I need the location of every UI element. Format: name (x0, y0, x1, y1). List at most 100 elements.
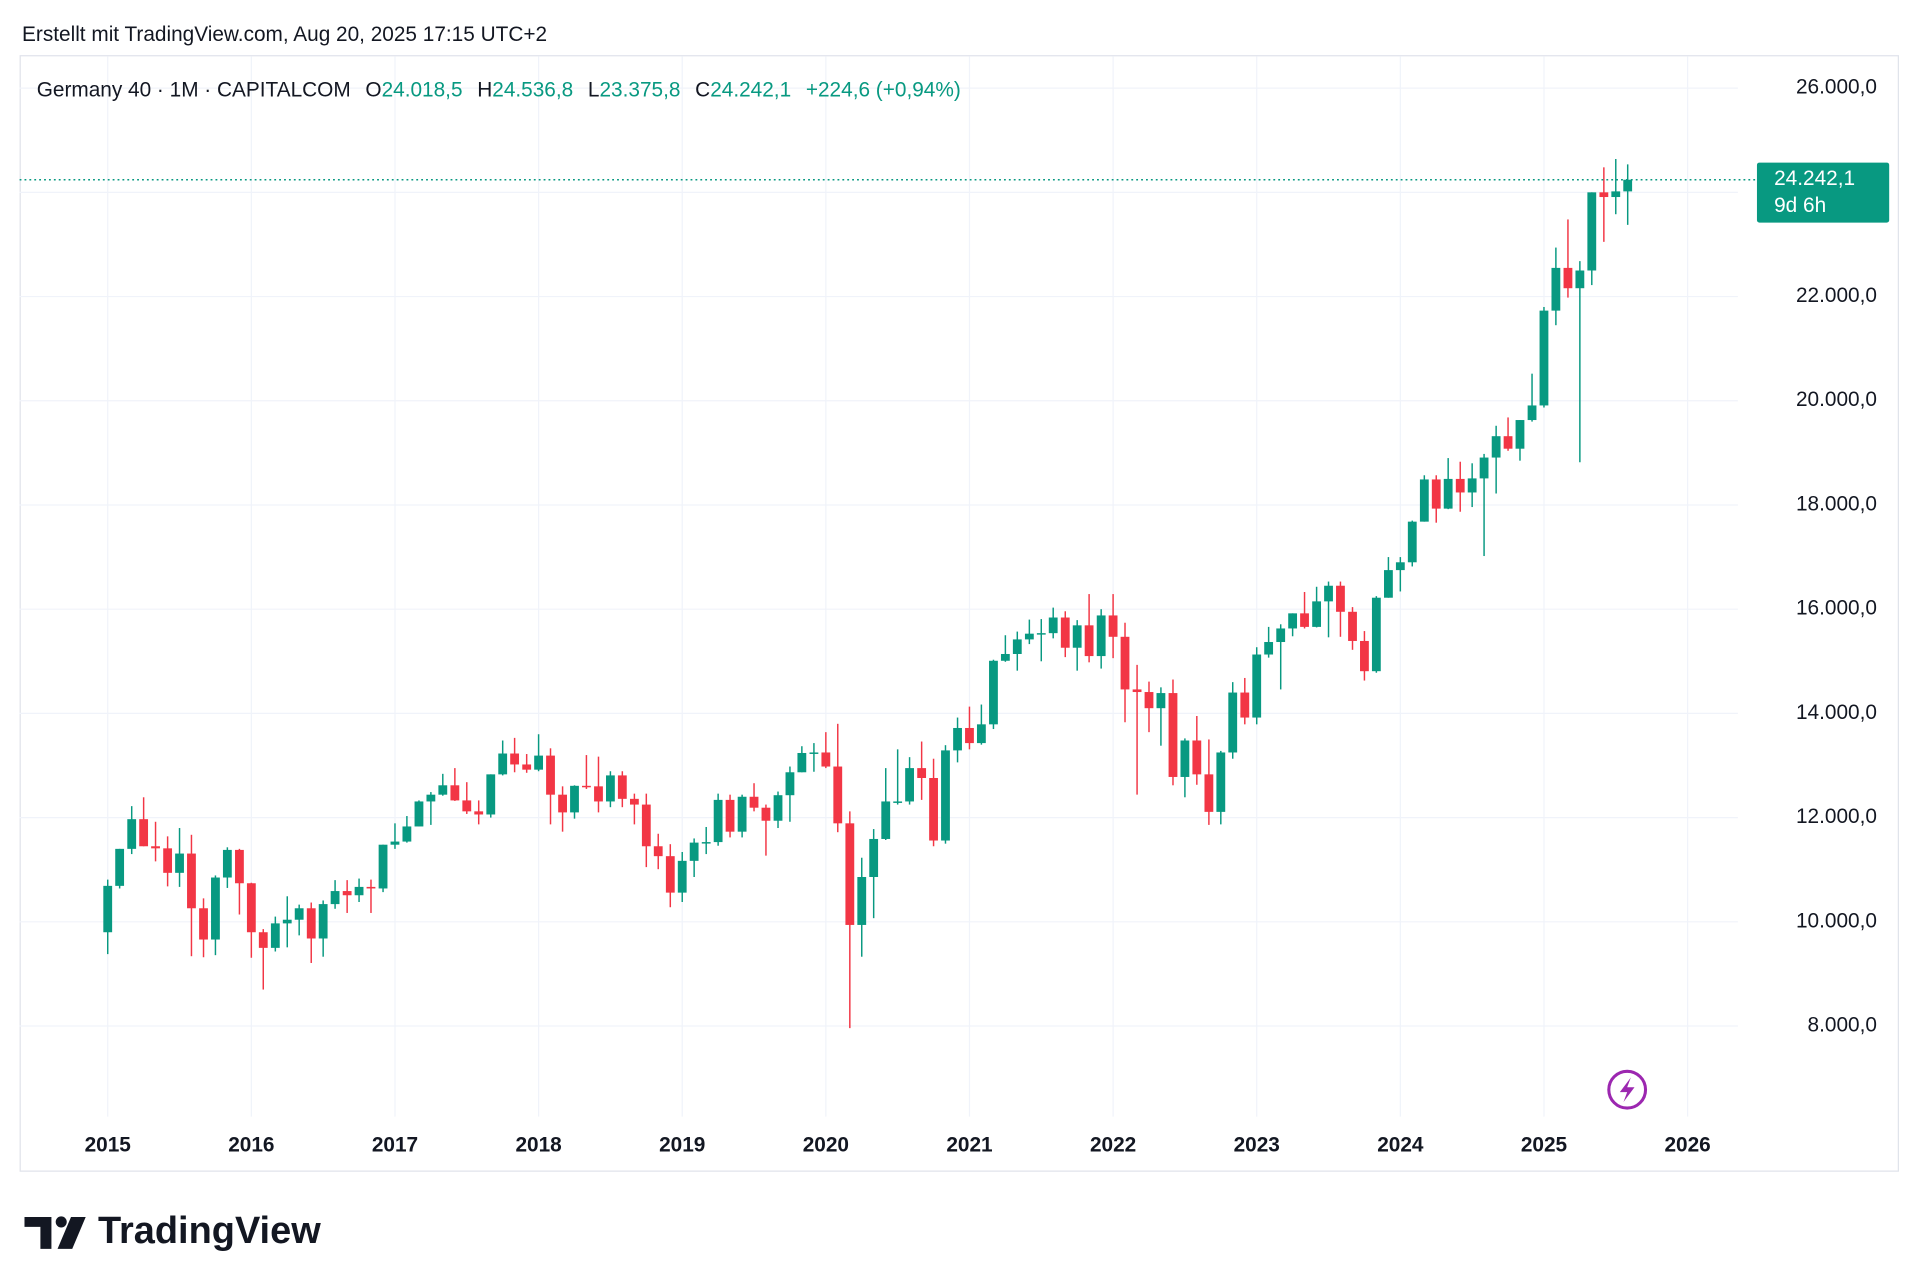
candle-body (1024, 633, 1034, 640)
candle-body (976, 724, 986, 744)
candle-body (1443, 478, 1453, 509)
y-tick-label: 8.000,0 (1808, 1014, 1877, 1037)
y-tick-label: 12.000,0 (1796, 805, 1877, 828)
candle-body (1060, 617, 1070, 648)
x-tick-label: 2023 (1234, 1134, 1280, 1157)
x-tick-label: 2022 (1090, 1134, 1136, 1157)
candle-body (522, 764, 532, 770)
legend-symbol: Germany 40 · 1M · CAPITALCOM (37, 78, 351, 101)
legend-value: 23.375,8 (599, 78, 680, 101)
candle-body (510, 753, 520, 765)
candle-body (665, 856, 675, 893)
candle-body (929, 778, 938, 841)
candle-body (1132, 689, 1142, 693)
candle-body (1216, 752, 1226, 812)
candle-body (390, 841, 400, 845)
candle-body (821, 752, 831, 767)
candle-body (713, 799, 723, 843)
logo-mark (55, 1216, 67, 1228)
candle-body (1431, 479, 1441, 509)
created-caption: Erstellt mit TradingView.com, Aug 20, 20… (22, 23, 547, 46)
candle-body (438, 785, 448, 795)
legend-key: L (588, 78, 600, 101)
candle-body (857, 877, 867, 925)
candle-body (151, 846, 160, 849)
x-tick-label: 2018 (515, 1134, 561, 1157)
candle-body (270, 923, 280, 948)
candle-body (1000, 653, 1010, 661)
candle-body (689, 842, 699, 861)
grid-layer: 8.000,0 10.000,0 12.000,0 14.000,0 16.000,0 1… (19, 56, 1877, 1157)
candle-body (306, 908, 316, 939)
candle-body (1168, 693, 1178, 777)
candle-body (1371, 597, 1381, 672)
candle-body (1539, 310, 1549, 406)
candle-body (211, 877, 220, 940)
candle-body (594, 786, 603, 802)
candle-body (1264, 642, 1274, 655)
candle-body (1144, 692, 1154, 709)
candle-body (294, 908, 304, 920)
legend-key: O (365, 78, 381, 101)
legend-value: 24.536,8 (492, 78, 573, 101)
candle-body (246, 883, 256, 933)
candle-body (187, 853, 196, 909)
candle-body (1551, 267, 1561, 311)
candle-body (845, 823, 855, 925)
candle-body (629, 798, 639, 805)
candle-body (773, 795, 783, 821)
candle-body (498, 753, 508, 775)
candle-body (785, 772, 795, 796)
candle-body (1036, 633, 1046, 635)
x-tick-label: 2015 (85, 1134, 131, 1157)
candle-body (558, 794, 567, 813)
candle-body (1623, 179, 1633, 192)
legend-change: +224,6 (+0,94%) (806, 78, 961, 101)
candle-body (809, 752, 819, 754)
candle-body (235, 849, 244, 884)
candle-body (1587, 192, 1597, 271)
chart-frame (19, 55, 1899, 1172)
tradingview-logo[interactable]: TradingView (24, 1210, 321, 1252)
candle-body (222, 849, 232, 878)
candle-body (1324, 585, 1333, 602)
candle-body (282, 919, 292, 924)
candle-body (462, 800, 472, 812)
candle-body (1012, 639, 1022, 654)
candle-body (258, 932, 268, 948)
candle-body (917, 768, 927, 779)
candle-body (1276, 628, 1286, 643)
candle-body (1384, 570, 1393, 598)
candle-body (450, 785, 460, 801)
y-tick-label: 20.000,0 (1796, 388, 1877, 411)
candle-body (378, 844, 388, 889)
x-tick-label: 2019 (659, 1134, 705, 1157)
candle-body (1288, 613, 1298, 629)
logo-mark (24, 1217, 52, 1249)
candle-body (905, 768, 914, 802)
logo-text: TradingView (98, 1210, 321, 1252)
candle-body (175, 853, 184, 873)
x-tick-label: 2017 (372, 1134, 418, 1157)
candle-body (1575, 270, 1585, 289)
candle-body (1407, 521, 1417, 563)
candle-body (893, 801, 903, 803)
candle-body (1240, 692, 1250, 718)
x-tick-label: 2026 (1664, 1134, 1710, 1157)
candle-body (1455, 478, 1465, 493)
countdown-label: 9d 6h (1774, 194, 1826, 217)
candle-body (402, 826, 412, 842)
candle-body (486, 774, 496, 815)
candle-body (941, 750, 950, 841)
candle-body (833, 766, 843, 824)
logo-mark (57, 1217, 86, 1249)
x-tick-label: 2025 (1521, 1134, 1567, 1157)
candle-body (342, 891, 352, 896)
candle-body (1515, 420, 1525, 449)
x-tick-label: 2021 (946, 1134, 992, 1157)
lightning-icon[interactable] (1607, 1069, 1648, 1110)
icon-bolt (1619, 1077, 1635, 1102)
candle-body (1180, 740, 1190, 777)
candle-body (1491, 436, 1501, 458)
candle-body (582, 785, 591, 788)
